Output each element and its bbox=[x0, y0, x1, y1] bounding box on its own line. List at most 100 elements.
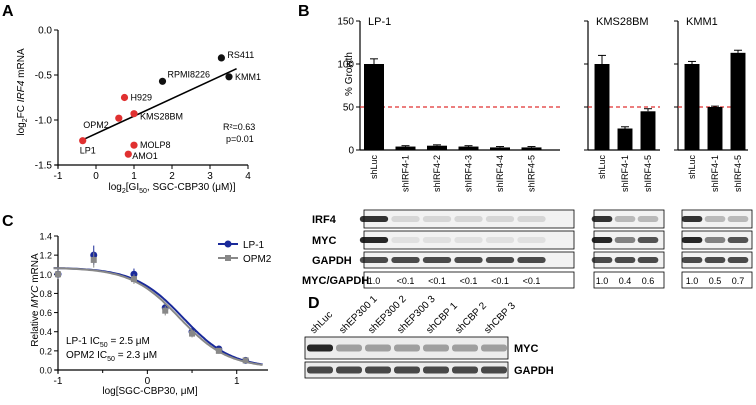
panel-a-point-opm2 bbox=[115, 114, 123, 122]
panel-a-point-label-kms28bm: KMS28BM bbox=[140, 112, 183, 122]
panel-b-bar bbox=[427, 145, 447, 150]
panel-d-band bbox=[423, 366, 449, 374]
panel-b-lane-label: shIRF4-1 bbox=[401, 155, 411, 192]
panel-b-blots: 1.0 <0.1 <0.1 <0.1 <0.1 <0.1 1.0 0.4 0.6 1.0 0.5 0.… bbox=[302, 209, 753, 289]
panel-c-point-opm2 bbox=[55, 271, 61, 278]
panel-a-xlabel: log2[GI50, SGC-CBP30 (μM)] bbox=[109, 182, 236, 195]
panel-a-point-label-molp8: MOLP8 bbox=[140, 140, 171, 150]
panel-c-y-tick-label: 1.4 bbox=[39, 232, 52, 242]
panel-b-band bbox=[681, 216, 703, 222]
panel-c-point-opm2 bbox=[242, 357, 249, 364]
panel-b-ratio-value: 0.4 bbox=[619, 276, 632, 286]
panel-b-band bbox=[454, 216, 483, 222]
panel-a-x-tick-label: 3 bbox=[207, 171, 213, 182]
panel-b-ratio-value: 1.0 bbox=[368, 276, 381, 286]
panel-d-lane-label: shCBP 3 bbox=[482, 300, 518, 336]
legend-label-lp1: LP-1 bbox=[243, 240, 265, 251]
panel-c-y-tick-label: 0.2 bbox=[39, 346, 52, 356]
panel-c-xlabel: log[SGC-CBP30, μM] bbox=[102, 386, 197, 397]
panel-b-band bbox=[422, 237, 452, 243]
panel-b-ratio-value: 1.0 bbox=[596, 276, 609, 286]
panel-b-ratio-value: <0.1 bbox=[397, 276, 415, 286]
panel-b-band bbox=[485, 237, 515, 243]
panel-b-y-tick-label: 150 bbox=[337, 17, 354, 28]
panel-a-point-kms28bm bbox=[130, 110, 138, 118]
panel-a-point-h929 bbox=[120, 93, 129, 102]
panel-b-band bbox=[359, 216, 389, 222]
panel-b-blot-label-myc: MYC bbox=[312, 235, 337, 247]
panel-c-y-tick-label: 0.4 bbox=[39, 327, 52, 337]
panel-b-band bbox=[637, 237, 659, 243]
panel-a-x-tick-label: 2 bbox=[169, 171, 175, 182]
panel-a-point-label-amo1: AMO1 bbox=[132, 151, 158, 161]
panel-c-y-tick-label: 0.0 bbox=[39, 366, 52, 376]
panel-b-band bbox=[517, 257, 546, 263]
panel-a-y-tick-label: -1.5 bbox=[35, 161, 53, 172]
panel-b-bar bbox=[521, 147, 542, 150]
panel-b-ratio-box bbox=[593, 271, 665, 289]
panel-c-ic50-lp1: LP-1 IC50 = 2.5 μM bbox=[66, 336, 150, 349]
panel-b-ratio-value: <0.1 bbox=[523, 276, 541, 286]
panel-b-band bbox=[454, 237, 483, 243]
panel-b-band bbox=[727, 257, 749, 263]
panel-d-band bbox=[336, 366, 362, 374]
panel-c-ic50-opm2: OPM2 IC50 = 2.3 μM bbox=[66, 350, 157, 363]
panel-b-bar bbox=[458, 146, 479, 150]
panel-b-band bbox=[517, 237, 546, 243]
panel-b-ratio-value: <0.1 bbox=[491, 276, 509, 286]
panel-b-ratio-label: MYC/GAPDH bbox=[302, 275, 369, 287]
panel-d-row-label-gapdh: GAPDH bbox=[514, 365, 554, 377]
panel-a-x-tick-label: -1 bbox=[54, 171, 63, 182]
panel-b-bar bbox=[640, 111, 656, 150]
panel-b-bar bbox=[730, 52, 746, 150]
panel-b-ratio-box bbox=[363, 271, 575, 289]
panel-b-y-tick-label: 50 bbox=[343, 103, 355, 114]
panel-b-band bbox=[359, 237, 389, 243]
panel-b-letter: B bbox=[298, 3, 310, 20]
panel-c: C Relative MYC mRNA log[SGC-CBP30, μM] L… bbox=[2, 213, 272, 397]
panel-a-pvalue: p=0.01 bbox=[226, 134, 254, 144]
panel-d-row-label-myc: MYC bbox=[514, 343, 539, 355]
panel-d-letter: D bbox=[308, 295, 320, 312]
panel-d-band bbox=[365, 366, 391, 374]
panel-b-lane-label: shIRF4-1 bbox=[620, 155, 630, 192]
panel-c-point-opm2 bbox=[189, 330, 196, 337]
panel-a-y-tick-label: -0.5 bbox=[35, 71, 53, 82]
legend-marker-lp1 bbox=[224, 240, 232, 248]
panel-d-band bbox=[481, 366, 507, 374]
panel-b-band bbox=[681, 257, 703, 263]
panel-b-cell-title-1: KMS28BM bbox=[596, 16, 649, 28]
panel-a-r2: R²=0.63 bbox=[223, 122, 255, 132]
panel-b-lane-label: shIRF4-5 bbox=[733, 155, 743, 192]
panel-b-bar bbox=[364, 64, 384, 150]
panel-d-band bbox=[394, 344, 420, 352]
panel-b-cell-title-2: KMM1 bbox=[686, 16, 718, 28]
panel-a-axes: -1 0 1 2 3 4 0.0 -0.5 -1.0 -1.5 bbox=[35, 26, 251, 183]
panel-c-point-opm2 bbox=[215, 347, 222, 354]
panel-b-band bbox=[727, 237, 749, 243]
panel-d-band bbox=[394, 366, 420, 374]
panel-a-letter: A bbox=[2, 3, 14, 20]
panel-a-y-tick-label: -1.0 bbox=[35, 116, 53, 127]
panel-c-y-tick-label: 0.6 bbox=[39, 308, 52, 318]
panel-a-x-tick-label: 4 bbox=[245, 171, 251, 182]
panel-b-ratio-value: 0.6 bbox=[642, 276, 655, 286]
panel-c-point-opm2 bbox=[90, 256, 97, 263]
panel-d-lane-label: shLuc bbox=[308, 309, 335, 336]
panel-c-x-tick-label: -1 bbox=[54, 376, 63, 387]
panel-b-band bbox=[591, 216, 613, 222]
panel-c-y-tick-label: 1.2 bbox=[39, 251, 52, 261]
panel-b-band bbox=[614, 257, 636, 263]
panel-d-band bbox=[452, 366, 478, 374]
panel-b-lane-label: shIRF4-5 bbox=[527, 155, 537, 192]
panel-a-marks: RS411 KMM1 RPMI8226 H929 OPM2 KMS28BM MOLP8 LP1… bbox=[79, 50, 261, 161]
panel-b-band bbox=[637, 216, 659, 222]
panel-b-lane-label: shLuc bbox=[369, 155, 379, 180]
panel-c-x-tick-label: 0 bbox=[145, 376, 151, 387]
panel-c-y-tick-label: 0.8 bbox=[39, 289, 52, 299]
panel-c-ylabel: Relative MYC mRNA bbox=[30, 253, 41, 347]
panel-c-x-tick-label: 1 bbox=[234, 376, 240, 387]
panel-a-point-label-h929: H929 bbox=[131, 93, 153, 103]
